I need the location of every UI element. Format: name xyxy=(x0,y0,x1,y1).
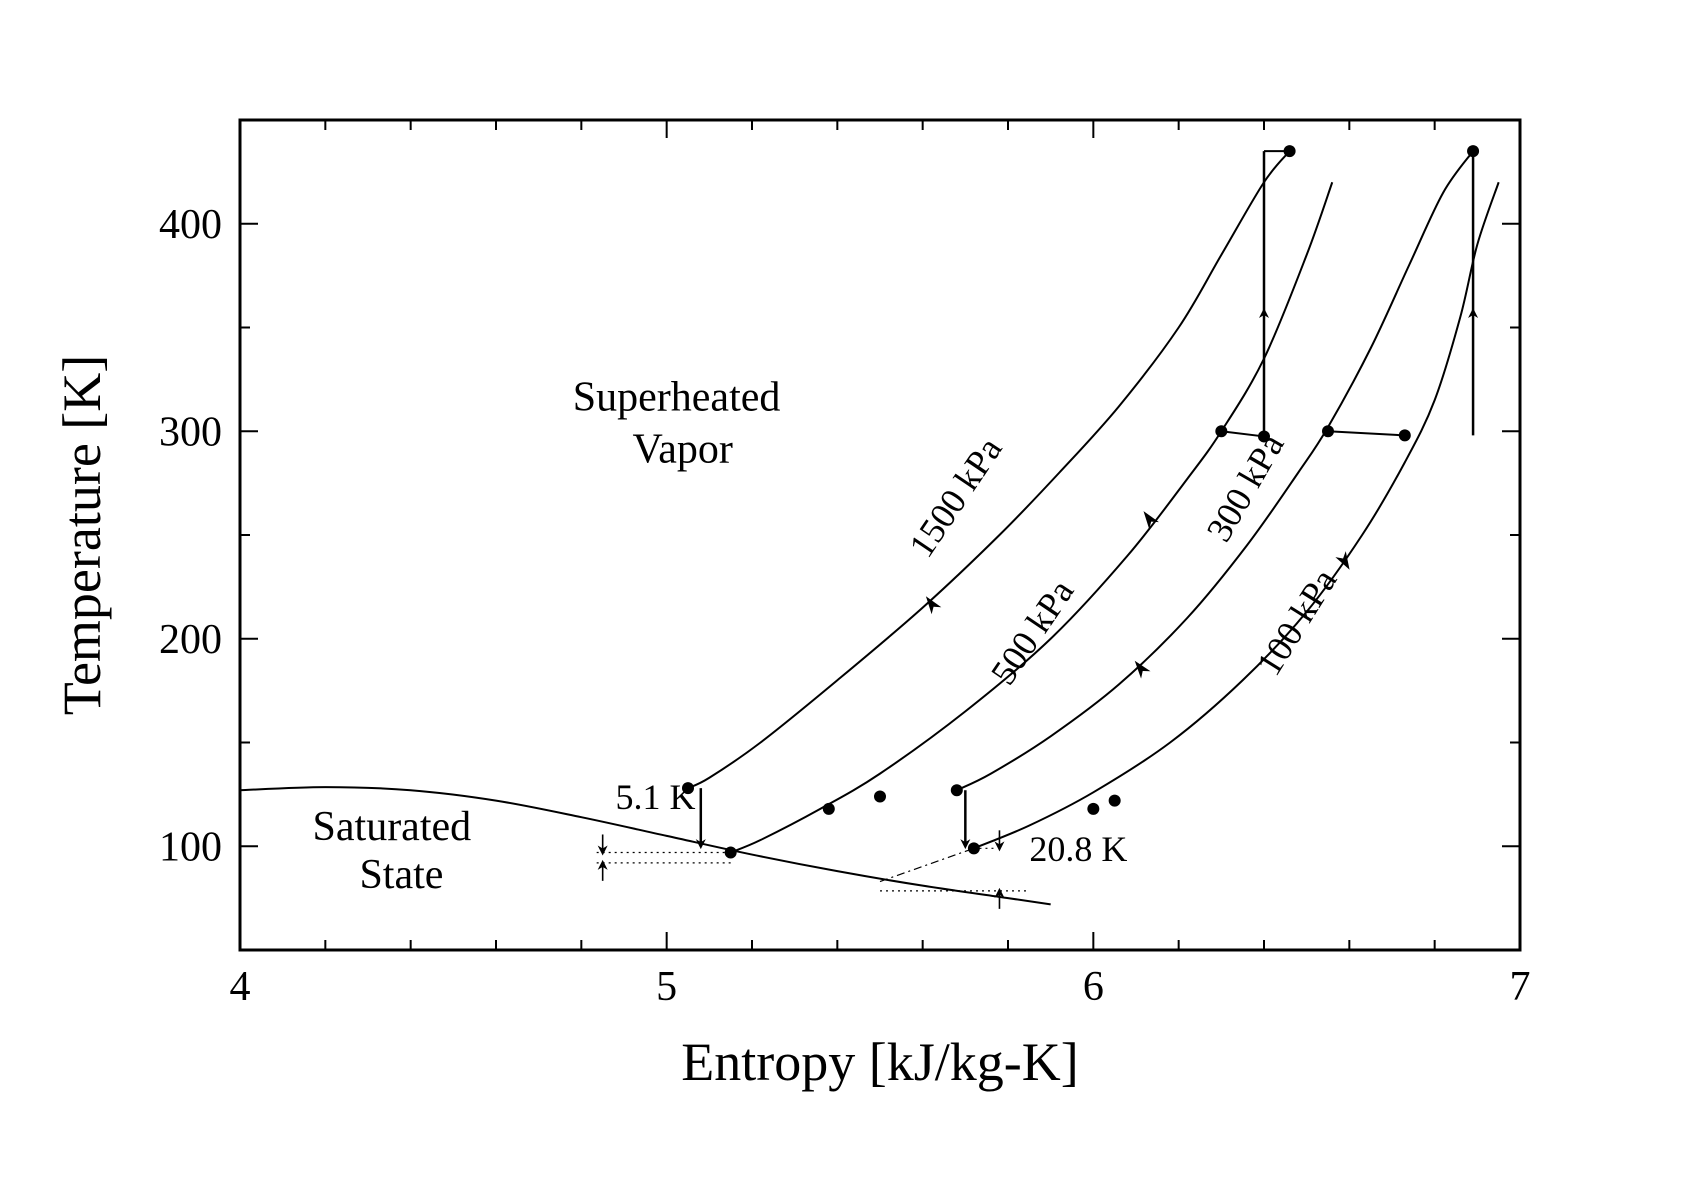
state-point xyxy=(951,784,963,796)
y-axis-label: Temperature [K] xyxy=(52,355,112,716)
isobar-label-1: 500 kPa xyxy=(983,572,1082,691)
region-label-superheated: Superheated xyxy=(573,375,781,421)
region-label-state: State xyxy=(359,852,443,898)
state-point xyxy=(1109,795,1121,807)
x-tick-label: 6 xyxy=(1083,964,1104,1010)
x-tick-label: 7 xyxy=(1510,964,1531,1010)
isobar-label-3: 100 kPa xyxy=(1249,562,1345,682)
gap-label: 5.1 K xyxy=(615,777,695,817)
y-tick-label: 300 xyxy=(159,409,222,455)
y-tick-label: 100 xyxy=(159,824,222,870)
region-label-saturated: Saturated xyxy=(313,804,472,850)
isobar-2 xyxy=(957,151,1473,790)
isobar-label-0: 1500 kPa xyxy=(901,430,1010,564)
x-tick-label: 5 xyxy=(656,964,677,1010)
state-point xyxy=(1087,803,1099,815)
x-tick-label: 4 xyxy=(230,964,251,1010)
region-label-vapor: Vapor xyxy=(633,426,733,472)
gap-label: 20.8 K xyxy=(1029,829,1127,869)
x-axis-label: Entropy [kJ/kg-K] xyxy=(681,1032,1078,1092)
state-point xyxy=(823,803,835,815)
ts-diagram: 4 5 6 7 100 200 300 400 Entropy [kJ/kg-K] Tempera… xyxy=(0,0,1701,1188)
y-tick-label: 200 xyxy=(159,617,222,663)
state-point xyxy=(1284,145,1296,157)
y-tick-label: 400 xyxy=(159,202,222,248)
state-point xyxy=(874,790,886,802)
state-point xyxy=(1467,145,1479,157)
